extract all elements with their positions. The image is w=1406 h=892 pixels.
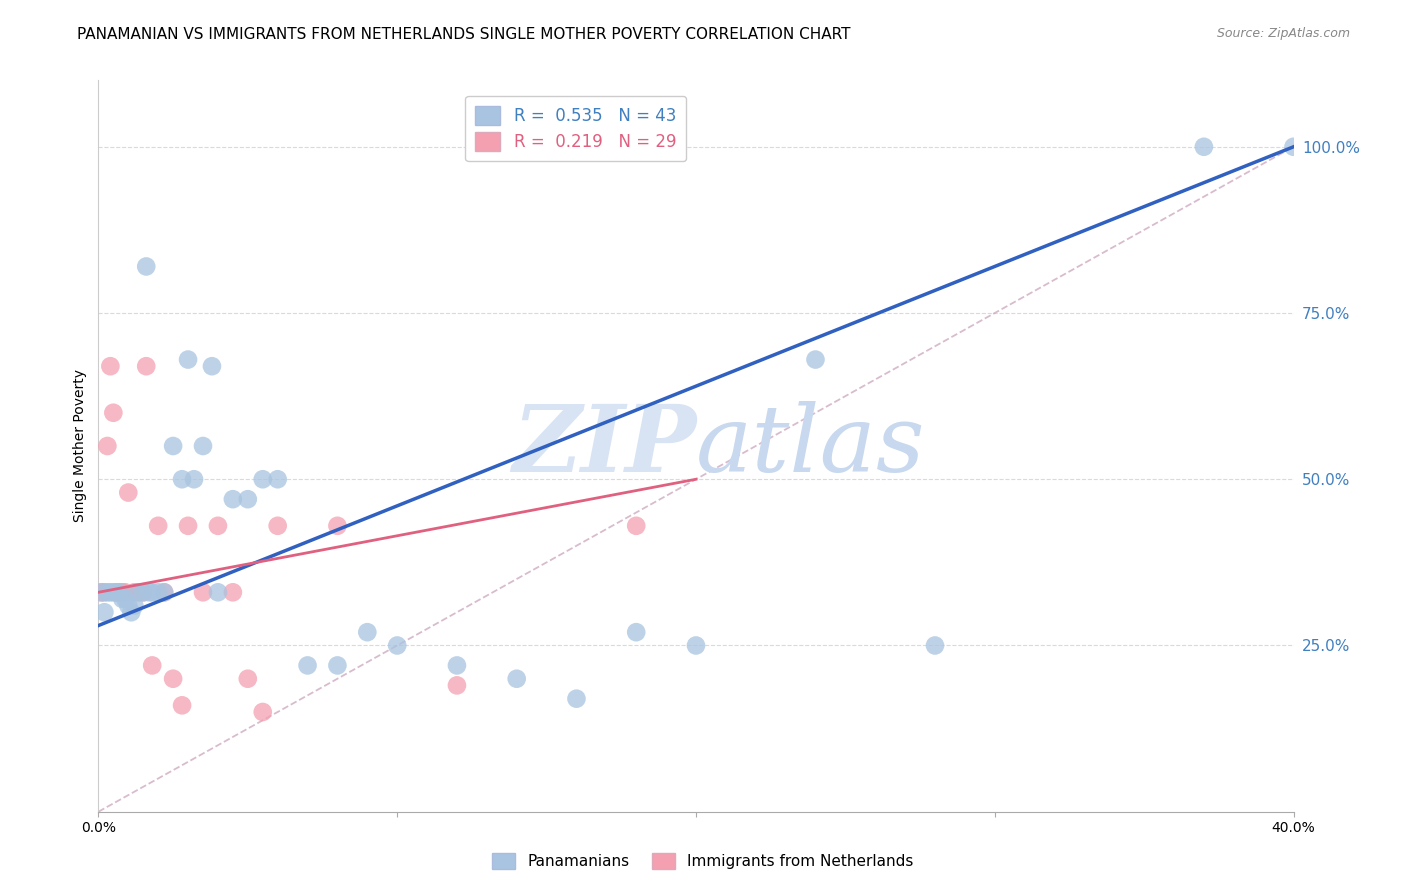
Point <box>177 518 200 533</box>
Point <box>222 492 245 507</box>
Point <box>96 585 118 599</box>
Point <box>111 591 134 606</box>
Point <box>506 672 529 686</box>
Point <box>98 585 122 599</box>
Point <box>98 359 122 374</box>
Text: PANAMANIAN VS IMMIGRANTS FROM NETHERLANDS SINGLE MOTHER POVERTY CORRELATION CHAR: PANAMANIAN VS IMMIGRANTS FROM NETHERLAND… <box>77 27 851 42</box>
Point <box>129 585 152 599</box>
Point <box>565 691 588 706</box>
Point <box>148 585 170 599</box>
Point <box>105 585 128 599</box>
Point <box>183 472 205 486</box>
Point <box>132 585 155 599</box>
Point <box>127 585 149 599</box>
Point <box>236 492 259 507</box>
Point <box>191 585 214 599</box>
Point <box>446 658 468 673</box>
Point <box>162 439 184 453</box>
Point <box>141 585 163 599</box>
Point <box>103 585 125 599</box>
Point <box>117 485 139 500</box>
Text: Source: ZipAtlas.com: Source: ZipAtlas.com <box>1216 27 1350 40</box>
Point <box>138 585 160 599</box>
Point <box>90 585 112 599</box>
Point <box>1282 140 1305 154</box>
Legend: R =  0.535   N = 43, R =  0.219   N = 29: R = 0.535 N = 43, R = 0.219 N = 29 <box>465 96 686 161</box>
Point <box>141 658 163 673</box>
Point <box>93 585 115 599</box>
Point <box>162 672 184 686</box>
Point <box>222 585 245 599</box>
Point <box>153 585 176 599</box>
Point <box>120 605 142 619</box>
Point <box>135 359 157 374</box>
Point <box>207 585 229 599</box>
Point <box>177 352 200 367</box>
Point <box>326 658 349 673</box>
Point <box>96 439 118 453</box>
Point <box>267 518 290 533</box>
Point <box>108 585 131 599</box>
Point <box>90 585 112 599</box>
Point <box>252 705 274 719</box>
Y-axis label: Single Mother Poverty: Single Mother Poverty <box>73 369 87 523</box>
Point <box>108 585 131 599</box>
Point <box>236 672 259 686</box>
Point <box>148 518 170 533</box>
Point <box>804 352 827 367</box>
Point <box>924 639 946 653</box>
Point <box>356 625 378 640</box>
Point <box>252 472 274 486</box>
Point <box>124 585 146 599</box>
Point <box>1192 140 1215 154</box>
Text: atlas: atlas <box>696 401 925 491</box>
Point <box>111 585 134 599</box>
Point <box>201 359 224 374</box>
Point <box>132 585 155 599</box>
Text: ZIP: ZIP <box>512 401 696 491</box>
Point <box>685 639 707 653</box>
Point <box>626 518 648 533</box>
Point <box>135 260 157 274</box>
Point <box>172 698 194 713</box>
Point <box>626 625 648 640</box>
Point <box>267 472 290 486</box>
Point <box>117 599 139 613</box>
Point <box>385 639 409 653</box>
Point <box>93 605 115 619</box>
Point <box>326 518 349 533</box>
Legend: Panamanians, Immigrants from Netherlands: Panamanians, Immigrants from Netherlands <box>486 847 920 875</box>
Point <box>297 658 319 673</box>
Point <box>446 678 468 692</box>
Point <box>191 439 214 453</box>
Point <box>153 585 176 599</box>
Point <box>207 518 229 533</box>
Point <box>103 406 125 420</box>
Point <box>114 585 136 599</box>
Point <box>124 599 146 613</box>
Point <box>172 472 194 486</box>
Point <box>114 591 136 606</box>
Point <box>105 585 128 599</box>
